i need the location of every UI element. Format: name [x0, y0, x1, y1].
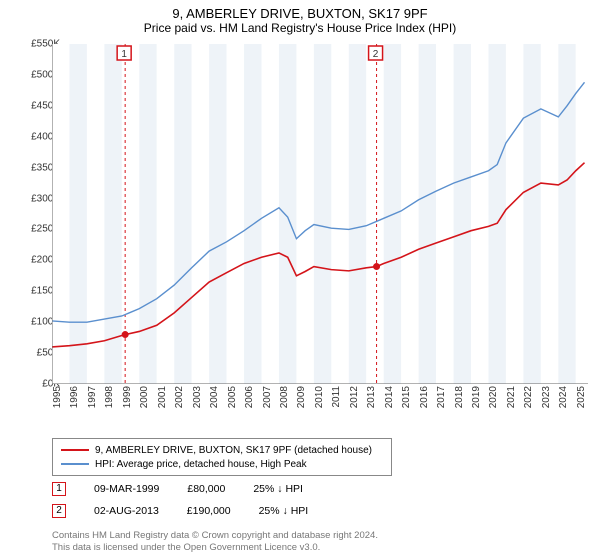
x-tick-label: 2004: [209, 386, 220, 408]
event-price-2: £190,000: [187, 505, 231, 517]
x-tick-label: 2010: [314, 386, 325, 408]
svg-text:1: 1: [121, 49, 127, 60]
chart-svg: 12: [52, 44, 588, 384]
x-tick-label: 2000: [139, 386, 150, 408]
legend-label-hpi: HPI: Average price, detached house, High…: [95, 459, 307, 470]
legend-item-property: 9, AMBERLEY DRIVE, BUXTON, SK17 9PF (det…: [61, 443, 383, 457]
x-tick-label: 2012: [349, 386, 360, 408]
event-delta-1: 25% ↓ HPI: [253, 483, 303, 495]
x-tick-label: 2020: [488, 386, 499, 408]
legend-label-property: 9, AMBERLEY DRIVE, BUXTON, SK17 9PF (det…: [95, 445, 372, 456]
x-tick-label: 2007: [262, 386, 273, 408]
x-tick-label: 1997: [87, 386, 98, 408]
chart-title: 9, AMBERLEY DRIVE, BUXTON, SK17 9PF: [0, 0, 600, 21]
x-tick-label: 2016: [419, 386, 430, 408]
chart-container: 9, AMBERLEY DRIVE, BUXTON, SK17 9PF Pric…: [0, 0, 600, 560]
plot-area: 12: [52, 44, 588, 384]
x-tick-label: 2025: [576, 386, 587, 408]
x-tick-label: 2017: [436, 386, 447, 408]
chart-subtitle: Price paid vs. HM Land Registry's House …: [0, 21, 600, 39]
x-tick-label: 2006: [244, 386, 255, 408]
event-date-1: 09-MAR-1999: [94, 483, 159, 495]
x-tick-label: 2005: [227, 386, 238, 408]
x-tick-label: 1995: [52, 386, 63, 408]
event-marker-2: 2: [52, 504, 66, 518]
legend-swatch-hpi: [61, 463, 89, 465]
event-row-2: 2 02-AUG-2013 £190,000 25% ↓ HPI: [52, 504, 308, 518]
legend: 9, AMBERLEY DRIVE, BUXTON, SK17 9PF (det…: [52, 438, 392, 476]
x-tick-label: 2002: [174, 386, 185, 408]
x-tick-label: 2019: [471, 386, 482, 408]
footer-line-2: This data is licensed under the Open Gov…: [52, 542, 378, 554]
footer-line-1: Contains HM Land Registry data © Crown c…: [52, 530, 378, 542]
x-tick-label: 2023: [541, 386, 552, 408]
legend-item-hpi: HPI: Average price, detached house, High…: [61, 457, 383, 471]
event-date-2: 02-AUG-2013: [94, 505, 159, 517]
event-delta-2: 25% ↓ HPI: [259, 505, 309, 517]
x-tick-label: 2022: [523, 386, 534, 408]
attribution-footer: Contains HM Land Registry data © Crown c…: [52, 530, 378, 554]
x-tick-label: 2014: [384, 386, 395, 408]
x-tick-label: 2013: [366, 386, 377, 408]
event-row-1: 1 09-MAR-1999 £80,000 25% ↓ HPI: [52, 482, 303, 496]
x-tick-label: 2011: [331, 386, 342, 408]
x-tick-label: 2003: [192, 386, 203, 408]
x-tick-label: 1998: [104, 386, 115, 408]
svg-text:2: 2: [373, 49, 379, 60]
x-tick-label: 2008: [279, 386, 290, 408]
x-tick-label: 2018: [454, 386, 465, 408]
legend-swatch-property: [61, 449, 89, 451]
x-tick-label: 2021: [506, 386, 517, 408]
event-price-1: £80,000: [187, 483, 225, 495]
x-tick-label: 2015: [401, 386, 412, 408]
event-marker-1: 1: [52, 482, 66, 496]
x-tick-label: 2001: [157, 386, 168, 408]
x-tick-label: 2024: [558, 386, 569, 408]
x-tick-label: 2009: [296, 386, 307, 408]
x-tick-label: 1999: [122, 386, 133, 408]
x-tick-label: 1996: [69, 386, 80, 408]
